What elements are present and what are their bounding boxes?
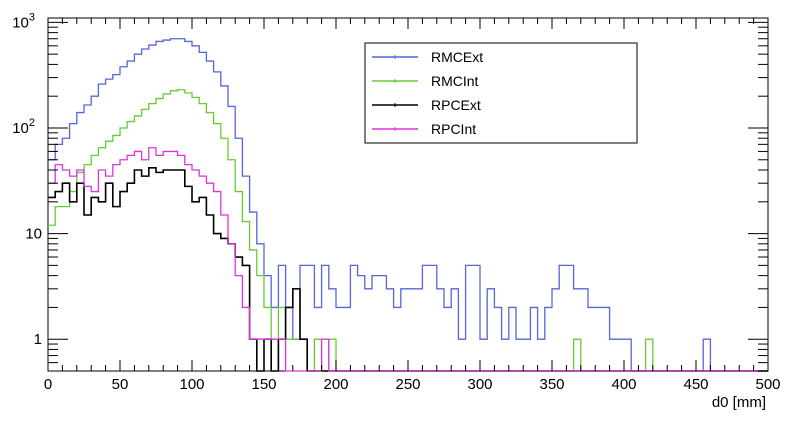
x-axis-title: d0 [mm] [712, 394, 766, 411]
x-tick-label: 350 [539, 376, 564, 393]
y-tick-label: 102 [12, 117, 35, 137]
y-tick-label: 103 [12, 11, 35, 31]
legend: RMCExt RMCInt RPCExt RPCInt [364, 42, 638, 144]
legend-label-rmcint: RMCInt [431, 73, 479, 89]
x-tick-label: 200 [323, 376, 348, 393]
series-line-rpcext [48, 166, 768, 372]
x-tick-label: 450 [683, 376, 708, 393]
x-tick-label: 150 [251, 376, 276, 393]
x-tick-label: 400 [611, 376, 636, 393]
x-tick-label: 250 [395, 376, 420, 393]
series-layer [48, 38, 768, 372]
x-tick-label: 500 [755, 376, 780, 393]
legend-label-rpcint: RPCInt [431, 121, 476, 137]
series-line-rmcext [48, 38, 768, 372]
x-tick-label: 0 [44, 376, 52, 393]
x-tick-label: 100 [179, 376, 204, 393]
legend-label-rmcext: RMCExt [431, 49, 483, 65]
x-tick-label: 300 [467, 376, 492, 393]
series-line-rpcint [48, 147, 768, 372]
x-axis: 0 50 100 150 200 250 300 350 400 450 500 [44, 18, 781, 393]
legend-box [364, 42, 638, 144]
y-axis: 1 10 102 103 [12, 11, 768, 372]
y-tick-label: 1 [34, 331, 42, 348]
x-tick-label: 50 [112, 376, 129, 393]
y-tick-label: 10 [25, 226, 42, 243]
legend-label-rpcext: RPCExt [431, 97, 481, 113]
